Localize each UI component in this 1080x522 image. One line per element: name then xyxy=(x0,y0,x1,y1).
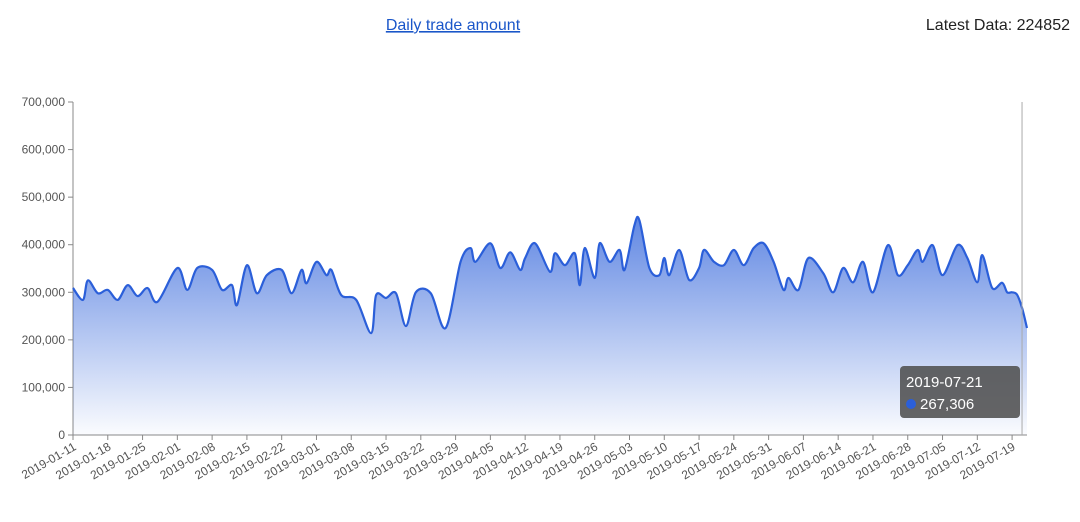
y-tick-label: 100,000 xyxy=(22,380,66,394)
latest-data: Latest Data: 224852 xyxy=(926,17,1070,34)
tooltip-dot xyxy=(906,399,916,409)
area-fill xyxy=(73,216,1027,435)
line xyxy=(72,215,1029,335)
tooltip-value: 267,306 xyxy=(920,396,974,413)
y-tick-label: 0 xyxy=(58,428,65,442)
y-tick-label: 400,000 xyxy=(22,238,66,252)
tooltip-box xyxy=(900,366,1020,418)
y-tick-label: 200,000 xyxy=(22,333,66,347)
chart-title[interactable]: Daily trade amount xyxy=(386,17,521,34)
y-tick-label: 600,000 xyxy=(22,143,66,157)
y-tick-label: 300,000 xyxy=(22,285,66,299)
y-tick-label: 500,000 xyxy=(22,190,66,204)
y-tick-label: 700,000 xyxy=(22,95,66,109)
tooltip: 2019-07-21 267,306 xyxy=(900,366,1020,418)
tooltip-date: 2019-07-21 xyxy=(906,374,983,391)
